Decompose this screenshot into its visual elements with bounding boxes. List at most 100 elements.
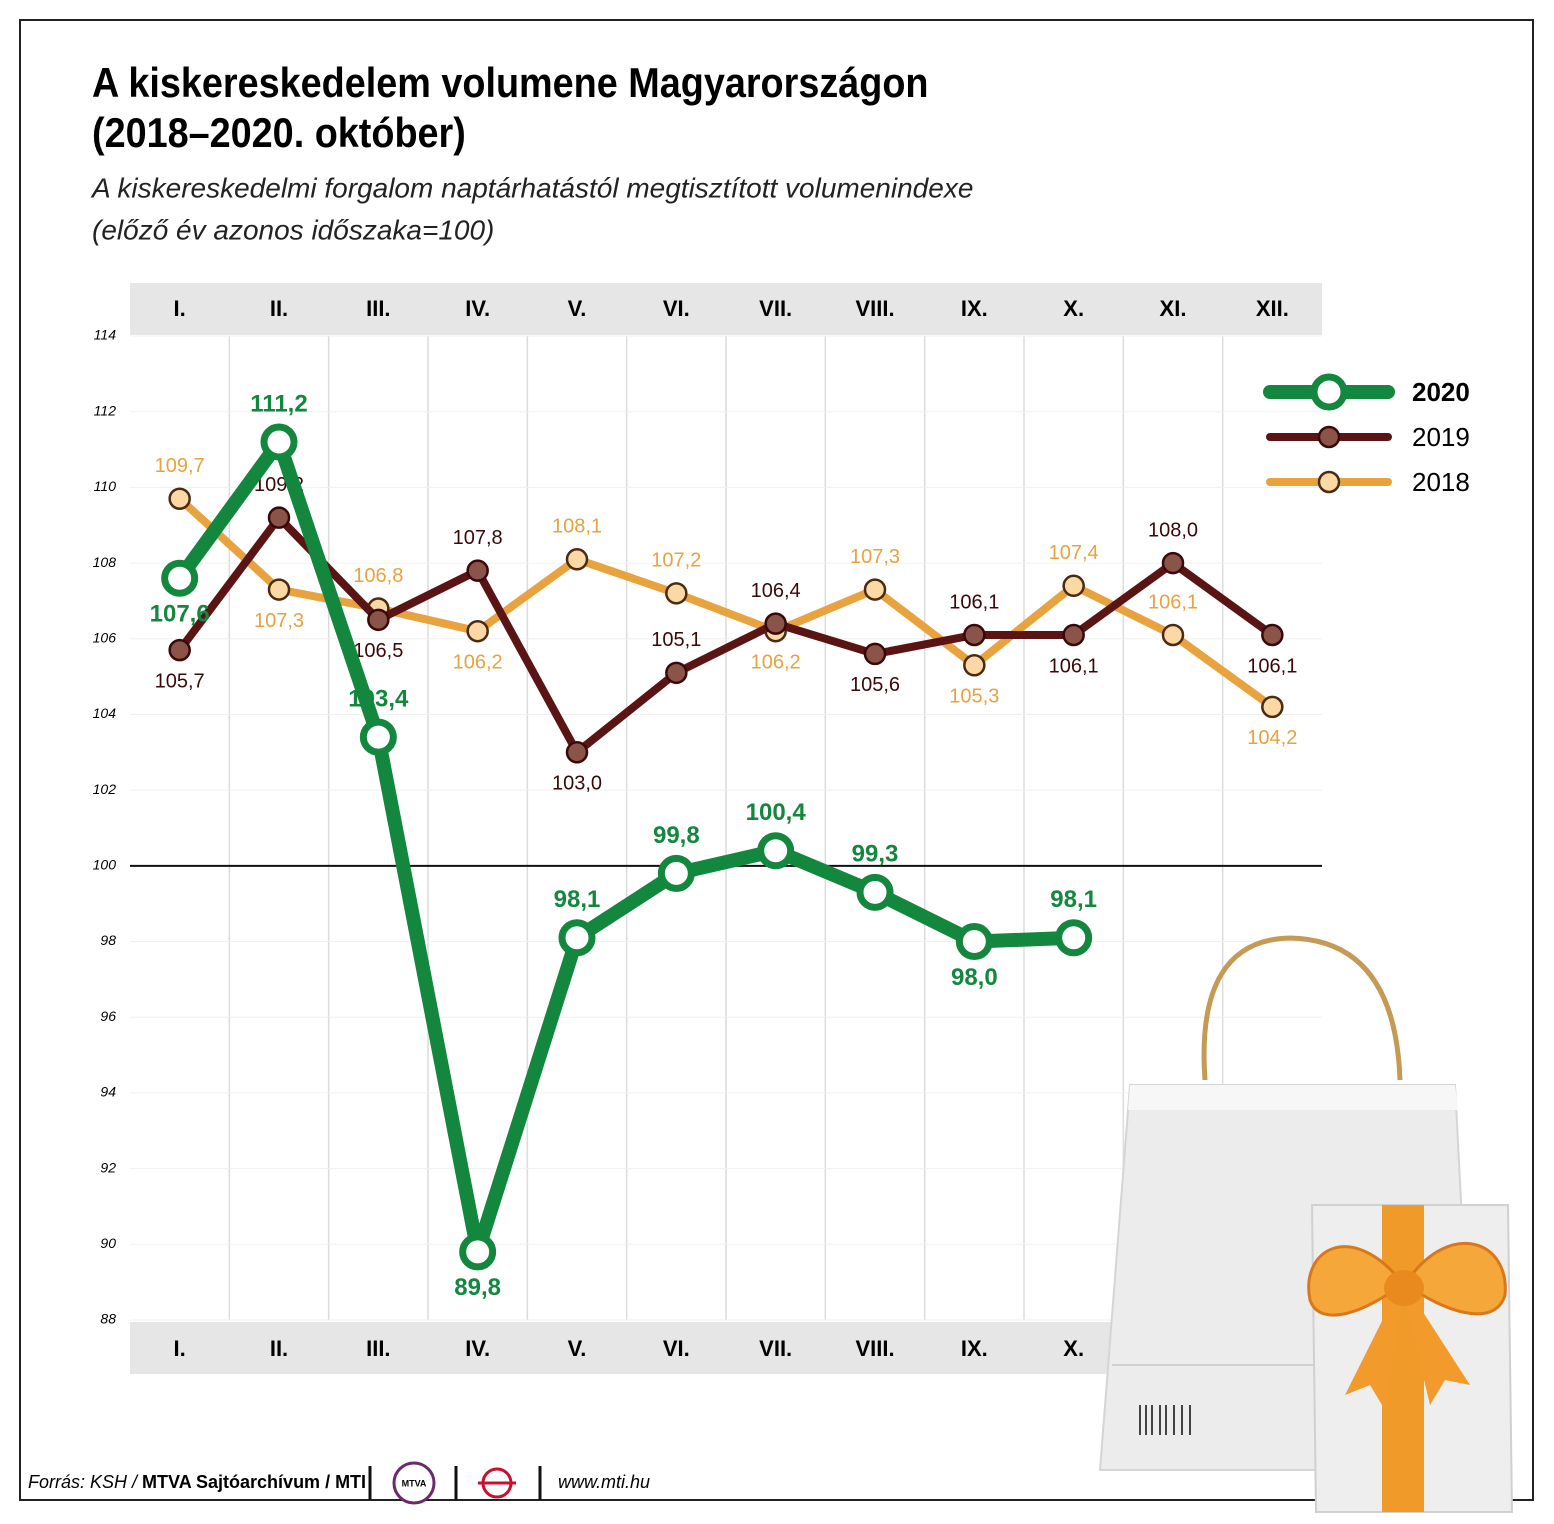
- point-marker: [367, 608, 390, 632]
- data-label: 107,6: [150, 601, 210, 628]
- series-line: [176, 513, 1275, 757]
- y-tick-label: 92: [100, 1159, 116, 1175]
- x-tick-label: X.: [1063, 296, 1084, 321]
- point-marker: [565, 741, 589, 764]
- data-label: 111,2: [250, 390, 307, 417]
- point-marker: [665, 582, 688, 605]
- data-label: 108,0: [1148, 519, 1198, 541]
- data-label: 89,8: [454, 1274, 501, 1301]
- point-marker: [955, 923, 993, 961]
- y-tick-label: 90: [100, 1235, 116, 1251]
- data-label: 103,0: [552, 773, 602, 795]
- x-tick-label: II.: [270, 1336, 288, 1361]
- point-marker: [267, 506, 291, 529]
- data-label: 103,4: [348, 686, 409, 713]
- y-tick-label: 110: [94, 478, 117, 494]
- x-tick-label: V.: [568, 1336, 587, 1361]
- bag-illustration: [1098, 935, 1514, 1513]
- x-tick-label: VIII.: [855, 296, 894, 321]
- data-label: 107,3: [254, 610, 304, 632]
- data-label: 105,1: [651, 629, 701, 651]
- x-tick-label: X.: [1063, 1336, 1084, 1361]
- data-label: 104,2: [1247, 727, 1297, 749]
- url: www.mti.hu: [558, 1472, 650, 1492]
- point-marker: [665, 661, 688, 685]
- data-label: 106,1: [1049, 655, 1099, 677]
- logo-ring: [392, 1461, 436, 1505]
- point-marker: [466, 559, 489, 582]
- data-label: 106,2: [751, 651, 801, 673]
- point-marker: [963, 654, 986, 677]
- chart-subtitle: (előző év azonos időszaka=100): [92, 214, 494, 245]
- data-label: 99,8: [653, 822, 700, 849]
- chart-title: A kiskereskedelem volumene Magyarországo…: [92, 60, 928, 106]
- data-label: 106,1: [1148, 591, 1198, 613]
- chart-subtitle: A kiskereskedelmi forgalom naptárhatástó…: [90, 172, 973, 203]
- point-marker: [1261, 695, 1284, 719]
- data-label: 98,1: [1050, 886, 1097, 913]
- data-label: 106,2: [453, 651, 503, 673]
- point-marker: [1055, 919, 1093, 957]
- data-label: 105,3: [949, 686, 999, 708]
- point-marker: [1161, 551, 1185, 575]
- point-marker: [565, 548, 589, 571]
- x-tick-label: I.: [174, 296, 186, 321]
- x-tick-label: VII.: [759, 296, 792, 321]
- data-label: 98,1: [554, 886, 601, 913]
- y-tick-label: 104: [93, 705, 117, 721]
- x-tick-label: IX.: [961, 1336, 988, 1361]
- point-marker: [168, 487, 191, 510]
- x-tick-label: XI.: [1160, 296, 1187, 321]
- x-tick-label: XII.: [1256, 296, 1289, 321]
- x-tick-label: I.: [174, 1336, 186, 1361]
- x-tick-label: VI.: [663, 296, 690, 321]
- data-label: 107,4: [1049, 542, 1099, 564]
- y-tick-label: 100: [93, 857, 117, 873]
- data-label: 100,4: [746, 799, 807, 826]
- point-marker: [161, 559, 199, 597]
- data-label: 108,1: [552, 516, 602, 538]
- data-label: 106,1: [949, 591, 999, 613]
- x-tick-label: III.: [366, 296, 390, 321]
- y-tick-label: 112: [94, 402, 117, 418]
- data-label: 105,6: [850, 674, 900, 696]
- data-label: 106,4: [751, 580, 801, 602]
- point-marker: [466, 619, 489, 643]
- x-tick-label: II.: [270, 296, 288, 321]
- point-marker: [657, 854, 695, 892]
- data-label: 106,5: [353, 640, 403, 662]
- x-tick-label: IV.: [465, 296, 490, 321]
- point-marker: [558, 919, 596, 957]
- header-band: [130, 283, 1322, 335]
- x-tick-label: III.: [366, 1336, 390, 1361]
- source-plain: Forrás: KSH /: [28, 1472, 142, 1492]
- logo: MTVA: [402, 1478, 427, 1488]
- point-marker: [267, 578, 291, 601]
- y-tick-label: 88: [100, 1311, 116, 1327]
- x-tick-label: IV.: [465, 1336, 490, 1361]
- data-label: 106,8: [353, 565, 403, 587]
- point-marker: [359, 718, 397, 756]
- point-marker: [1261, 623, 1284, 647]
- legend-marker: [1310, 373, 1348, 411]
- data-label: 99,3: [852, 841, 899, 868]
- y-tick-label: 96: [100, 1008, 116, 1024]
- legend-marker: [1317, 425, 1341, 449]
- data-label: 107,2: [651, 550, 701, 572]
- point-marker: [963, 623, 986, 647]
- x-tick-label: VII.: [759, 1336, 792, 1361]
- y-tick-label: 114: [94, 327, 117, 343]
- point-marker: [1161, 623, 1185, 647]
- y-tick-label: 106: [93, 629, 117, 645]
- data-label: 98,0: [951, 964, 998, 991]
- point-marker: [1062, 623, 1085, 647]
- x-tick-label: IX.: [961, 296, 988, 321]
- point-marker: [1062, 574, 1085, 598]
- source-bold: MTVA Sajtóarchívum / MTI: [142, 1472, 366, 1492]
- point-marker: [260, 423, 298, 461]
- data-label: 105,7: [155, 670, 205, 692]
- legend-label: 2020: [1412, 377, 1470, 407]
- legend-marker: [1317, 470, 1341, 494]
- data-label: 107,8: [453, 527, 503, 549]
